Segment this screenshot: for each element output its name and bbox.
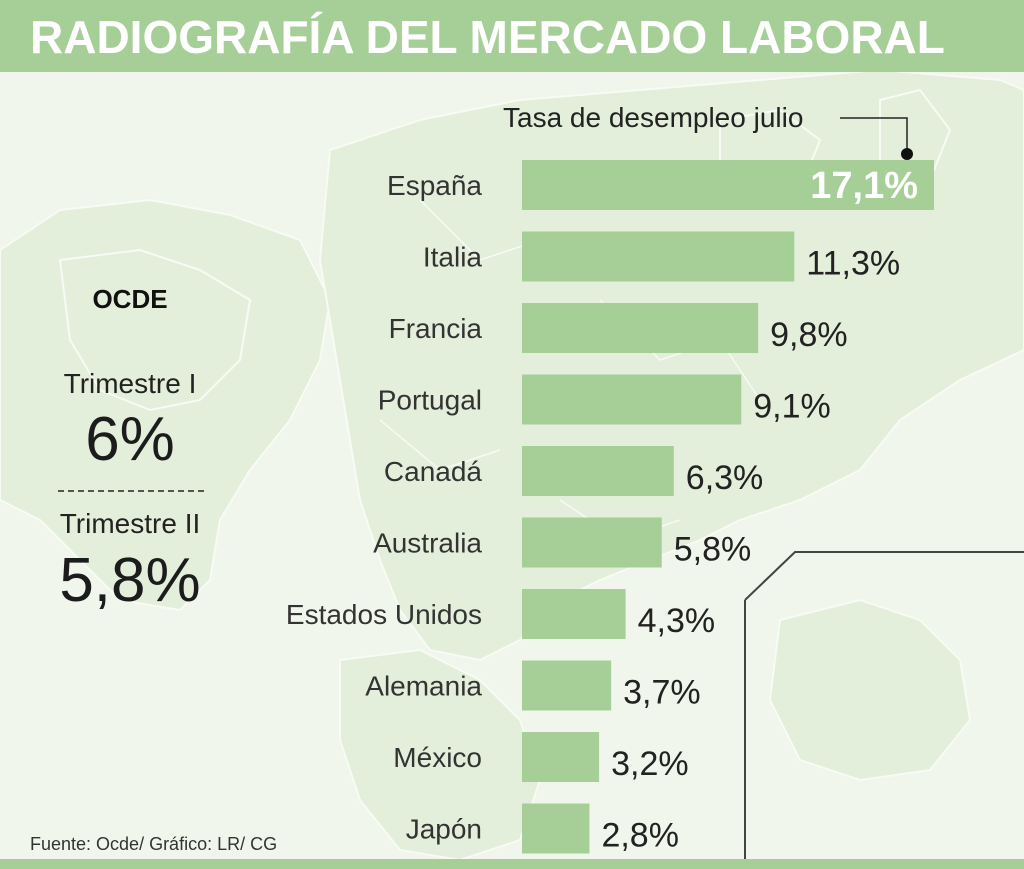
category-label: Francia xyxy=(389,313,483,344)
category-label: Portugal xyxy=(378,385,482,416)
bar xyxy=(522,589,626,639)
bar xyxy=(522,803,590,854)
bar xyxy=(522,517,662,568)
legend-connector-dot xyxy=(901,148,913,160)
bottom-bar xyxy=(0,859,1024,869)
q2-label: Trimestre II xyxy=(59,508,201,539)
bar xyxy=(522,231,795,282)
bar xyxy=(522,732,600,782)
q1-label: Trimestre I xyxy=(63,368,197,399)
category-label: Estados Unidos xyxy=(286,599,482,630)
category-label: México xyxy=(393,742,482,773)
divider xyxy=(58,490,204,492)
sidebar-title: OCDE xyxy=(92,284,168,314)
bar xyxy=(522,660,612,711)
category-label: Alemania xyxy=(365,671,482,702)
category-label: Japón xyxy=(406,814,482,845)
legend-label: Tasa de desempleo julio xyxy=(503,102,804,133)
source-note: Fuente: Ocde/ Gráfico: LR/ CG xyxy=(30,834,278,854)
value-label: 17,1% xyxy=(810,165,918,207)
q1-value: 6% xyxy=(85,405,175,474)
value-label: 3,7% xyxy=(623,674,701,712)
page-title: RADIOGRAFÍA DEL MERCADO LABORAL xyxy=(30,11,945,63)
category-label: Canadá xyxy=(384,456,483,487)
bar xyxy=(522,303,759,353)
bar xyxy=(522,446,674,496)
value-label: 5,8% xyxy=(674,531,752,569)
value-label: 2,8% xyxy=(601,817,679,855)
legend-connector xyxy=(840,117,908,154)
category-label: España xyxy=(387,170,482,201)
value-label: 9,1% xyxy=(753,388,831,426)
value-label: 3,2% xyxy=(611,745,689,783)
value-label: 11,3% xyxy=(806,245,900,283)
bar xyxy=(522,160,934,210)
value-label: 9,8% xyxy=(770,316,848,354)
value-label: 6,3% xyxy=(686,459,764,497)
q2-value: 5,8% xyxy=(59,546,201,615)
category-label: Italia xyxy=(423,242,483,273)
header-banner: RADIOGRAFÍA DEL MERCADO LABORAL xyxy=(0,0,1024,72)
value-label: 4,3% xyxy=(638,602,716,640)
category-label: Australia xyxy=(373,528,482,559)
bar xyxy=(522,374,742,425)
